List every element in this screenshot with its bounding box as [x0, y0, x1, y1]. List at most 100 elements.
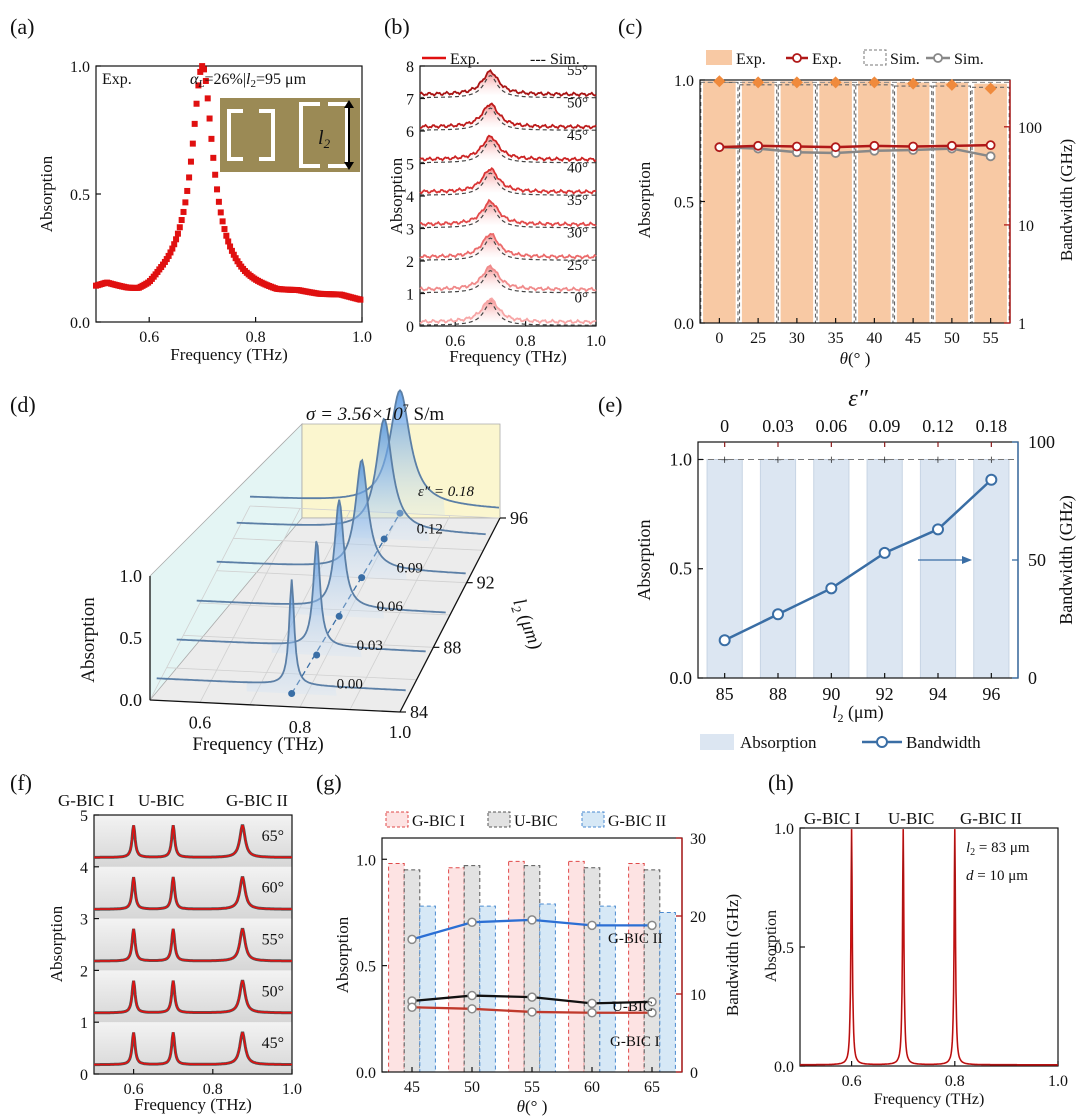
- f-angle-label: 55°: [262, 932, 284, 949]
- c-legend-exp-line: Exp.: [812, 51, 842, 68]
- e-bandwidth-line: [724, 478, 993, 642]
- e-y2tick-label: 50: [1028, 550, 1046, 570]
- d-zlabel: l2 (μm): [506, 596, 546, 653]
- d-ylabel: Absorption: [78, 597, 99, 683]
- d-eps-tick-label: 0.06: [377, 599, 404, 615]
- a-legend-label: Exp.: [102, 71, 132, 88]
- g-absorption-bar: [508, 860, 525, 1073]
- a-data-point: [187, 158, 194, 165]
- b-ylabel: Absorption: [387, 157, 406, 234]
- panel-label-g: (g): [316, 770, 342, 795]
- b-ytick-label: 2: [406, 254, 414, 271]
- b-sim-curve: [420, 204, 596, 229]
- h-annotation-d: d = 10 μm: [966, 868, 1028, 884]
- c-ytick-label: 1.0: [674, 73, 694, 90]
- d-xtick-label: 0.8: [289, 717, 312, 737]
- c-exp-bandwidth-point: [869, 140, 880, 151]
- panel-label-a: (a): [10, 14, 34, 39]
- f-background-bands: [94, 815, 292, 1074]
- d-ytick-label: 1.0: [120, 566, 143, 586]
- h-plot-frame: [799, 827, 1059, 1067]
- b-sim-curve: [420, 269, 596, 294]
- e-xtick-label: 92: [876, 684, 894, 704]
- a-annotation: αL=26%|l2=95 μm: [190, 71, 307, 90]
- b-peak-fill: [455, 298, 526, 323]
- e-ytick-label: 0.5: [670, 559, 693, 579]
- a-data-point: [169, 245, 176, 252]
- c-lines: [713, 75, 997, 162]
- d-peak-fill: [246, 579, 337, 696]
- d-peak-fill: [316, 459, 407, 580]
- c-xlabel: θ(° ): [840, 349, 871, 368]
- b-xtick-label: 0.8: [516, 333, 536, 350]
- a-data-point: [219, 218, 226, 225]
- c-y2tick-label: 100: [1018, 120, 1042, 137]
- g-absorption-bar: [479, 905, 496, 1073]
- h-series: [800, 829, 1058, 1066]
- a-data-point: [176, 224, 183, 231]
- b-exp-curve: [419, 134, 597, 163]
- b-sim-curve: [420, 172, 596, 196]
- panel-e: + + + + + + 85 0 88 0.03 90 0.06 92 0.09 94 0.12 96 0.18…: [634, 386, 1077, 752]
- b-angle-label: 25°: [567, 258, 588, 274]
- c-y2tick-label: 1: [1018, 316, 1026, 333]
- a-data-point: [178, 217, 185, 224]
- a-data-point: [171, 241, 178, 248]
- h-annotation-l2: l2 = 83 μm: [966, 840, 1030, 858]
- g-legend-gbic2: G-BIC II: [608, 813, 666, 830]
- d-peak-dot: [335, 612, 343, 620]
- c-legend-sim-bars: Sim.: [890, 51, 920, 68]
- g-gbic2-bandwidth-point: [407, 934, 417, 945]
- e-lines: [718, 473, 998, 647]
- a-data-point: [228, 247, 235, 254]
- g-absorption-bar: [388, 863, 405, 1073]
- e-legend-absorption: Absorption: [740, 733, 817, 752]
- panel-b: 0.6 0.8 1.0 0 1 2 3 4 5 6 7 8 0° 25° 30° 35° 40° 45° 50° 5…: [387, 51, 606, 366]
- e-axis-arrow-head: [962, 556, 972, 564]
- b-legend-exp: Exp.: [450, 51, 480, 68]
- panel-label-c: (c): [618, 14, 642, 39]
- h-ylabel: Absorption: [763, 910, 780, 982]
- e-xtick-label: 94: [929, 684, 947, 704]
- b-exp-curve: [419, 167, 597, 195]
- h-ytick-label: 1.0: [774, 821, 794, 838]
- c-sim-bandwidth-point: [985, 151, 996, 162]
- d-ztick-label: 88: [443, 637, 461, 657]
- c-exp-marker: [829, 76, 842, 89]
- f-series: 45° 50° 55° 60° 65°: [94, 824, 292, 1067]
- c-sim-bandwidth-line: [719, 145, 991, 158]
- g-ticks: 45 50 55 60 65 0.0 0.5 1.0 0 10 20 30: [356, 831, 706, 1096]
- e-top-tick-label: 0.06: [816, 416, 848, 436]
- c-exp-bandwidth-point: [753, 140, 764, 151]
- a-data-point: [165, 252, 172, 259]
- b-sim-curve: [420, 302, 596, 326]
- d-eps-label: ε″ = 0.18: [418, 484, 475, 500]
- a-xtick-label: 1.0: [352, 329, 372, 346]
- g-xtick-label: 50: [464, 1079, 480, 1096]
- b-ytick-label: 4: [406, 189, 414, 206]
- a-data-point: [208, 135, 215, 142]
- g-absorption-bar: [403, 869, 421, 1073]
- h-label-ubic: U-BIC: [888, 809, 934, 828]
- g-y2tick-label: 20: [690, 909, 706, 926]
- g-absorption-bar: [568, 860, 585, 1073]
- c-exp-bandwidth-line: [719, 143, 991, 149]
- g-gbic1-bandwidth-point: [587, 1007, 597, 1018]
- a-xtick-label: 0.8: [246, 329, 266, 346]
- c-xtick-label: 0: [715, 330, 723, 347]
- f-exp-curve: [94, 1032, 292, 1066]
- a-ytick-label: 0.5: [70, 187, 90, 204]
- c-xtick-label: 25: [750, 330, 766, 347]
- a-data-point: [173, 236, 180, 243]
- f-ytick-label: 1: [80, 1015, 88, 1032]
- c-legend-sim-dash: [863, 49, 887, 66]
- b-xlabel: Frequency (THz): [449, 347, 567, 366]
- g-y2tick-label: 10: [690, 987, 706, 1004]
- d-ytick-label: 0.0: [120, 690, 143, 710]
- a-data-point: [221, 226, 228, 233]
- d-series: 0.12 0.09 0.06 0.03 0.00: [156, 388, 500, 698]
- a-ylabel: Absorption: [37, 155, 56, 232]
- c-sim-bar: [932, 85, 972, 324]
- g-xtick-label: 45: [404, 1079, 420, 1096]
